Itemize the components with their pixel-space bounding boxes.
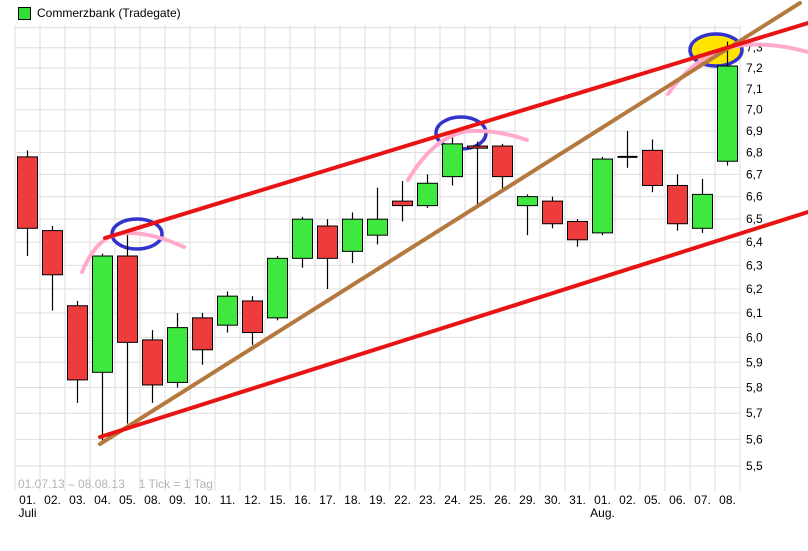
- y-axis-label: 6,4: [746, 235, 763, 249]
- chart-footer: 01.07.13 – 08.08.13 1 Tick = 1 Tag: [18, 477, 227, 491]
- candle-down: [642, 149, 663, 186]
- candle-down: [542, 200, 563, 225]
- y-axis-label: 6,7: [746, 167, 763, 181]
- candle-up: [517, 196, 538, 207]
- candle-up: [442, 143, 463, 178]
- candle-down: [67, 305, 88, 381]
- chart-legend: Commerzbank (Tradegate): [18, 6, 181, 20]
- x-axis-month-label: Juli: [18, 506, 36, 520]
- x-axis-label: 15.: [269, 493, 286, 507]
- y-axis-label: 7,1: [746, 82, 763, 96]
- x-axis-label: 16.: [294, 493, 311, 507]
- x-axis-label: 03.: [69, 493, 86, 507]
- x-axis-label: 06.: [669, 493, 686, 507]
- channel-lower-red: [98, 210, 808, 439]
- x-axis-label: 12.: [244, 493, 261, 507]
- arc-top-2: [406, 128, 529, 182]
- candle-down: [667, 184, 688, 225]
- x-axis-label: 31.: [569, 493, 586, 507]
- x-axis-label: 24.: [444, 493, 461, 507]
- legend-swatch-icon: [18, 6, 31, 20]
- candle-down: [192, 317, 213, 351]
- candle-down: [317, 225, 338, 259]
- x-axis-month-label: Aug.: [590, 506, 615, 520]
- candle-down: [492, 145, 513, 178]
- x-axis-label: 05.: [119, 493, 136, 507]
- date-range-label: 01.07.13 – 08.08.13: [18, 477, 125, 491]
- chart-title: Commerzbank (Tradegate): [37, 6, 181, 20]
- y-axis-label: 5,8: [746, 381, 763, 395]
- y-axis-label: 5,9: [746, 355, 763, 369]
- y-axis-label: 7,0: [746, 103, 763, 117]
- candle-down: [42, 230, 63, 276]
- x-axis-label: 11.: [220, 493, 236, 507]
- x-axis-label: 25.: [469, 493, 486, 507]
- y-axis-label: 5,5: [746, 459, 763, 473]
- x-axis-label: 10.: [194, 493, 211, 507]
- candle-up: [342, 218, 363, 252]
- candle-down: [567, 220, 588, 241]
- candle-down: [392, 200, 413, 207]
- y-axis-label: 6,3: [746, 258, 763, 272]
- y-axis-label: 6,8: [746, 146, 763, 160]
- candle-up: [592, 158, 613, 234]
- x-axis-label: 02.: [44, 493, 61, 507]
- candle-up: [292, 218, 313, 259]
- y-axis-label: 7,2: [746, 61, 763, 75]
- x-axis-label: 22.: [394, 493, 411, 507]
- x-axis-label: 08.: [719, 493, 736, 507]
- support-trend-brown: [98, 1, 802, 446]
- candle-up: [692, 193, 713, 229]
- x-axis-label: 01.: [19, 493, 36, 507]
- y-axis-label: 6,5: [746, 212, 763, 226]
- x-axis-label: 08.: [144, 493, 161, 507]
- y-axis-label: 6,6: [746, 190, 763, 204]
- candle-up: [167, 327, 188, 383]
- candle-up: [417, 182, 438, 207]
- channel-upper-red: [103, 21, 808, 240]
- y-axis-label: 5,7: [746, 406, 763, 420]
- candle-up: [92, 255, 113, 373]
- y-axis-label: 6,2: [746, 282, 763, 296]
- x-axis-label: 07.: [694, 493, 711, 507]
- y-axis-label: 6,1: [746, 306, 763, 320]
- x-axis-label: 19.: [369, 493, 386, 507]
- x-axis-label: 29.: [519, 493, 536, 507]
- x-axis-label: 18.: [344, 493, 361, 507]
- y-axis-label: 6,9: [746, 124, 763, 138]
- y-axis-label: 6,0: [746, 330, 763, 344]
- candle-down: [142, 339, 163, 386]
- x-axis-label: 26.: [494, 493, 511, 507]
- x-axis-label: 04.: [94, 493, 111, 507]
- candle-down: [17, 156, 38, 229]
- x-axis-label: 30.: [544, 493, 561, 507]
- candle-up: [217, 295, 238, 326]
- x-axis-label: 23.: [419, 493, 436, 507]
- tick-interval-label: 1 Tick = 1 Tag: [138, 477, 213, 491]
- x-axis-label: 01.: [594, 493, 611, 507]
- x-axis-label: 17.: [319, 493, 336, 507]
- candle-up: [267, 257, 288, 319]
- candle-up: [717, 65, 738, 162]
- x-axis-label: 05.: [644, 493, 661, 507]
- y-axis-label: 5,6: [746, 432, 763, 446]
- candle-up: [367, 218, 388, 236]
- candle-down: [242, 300, 263, 334]
- x-axis-label: 09.: [169, 493, 186, 507]
- x-axis-label: 02.: [619, 493, 636, 507]
- candle-down: [117, 255, 138, 343]
- candle-down: [467, 145, 488, 149]
